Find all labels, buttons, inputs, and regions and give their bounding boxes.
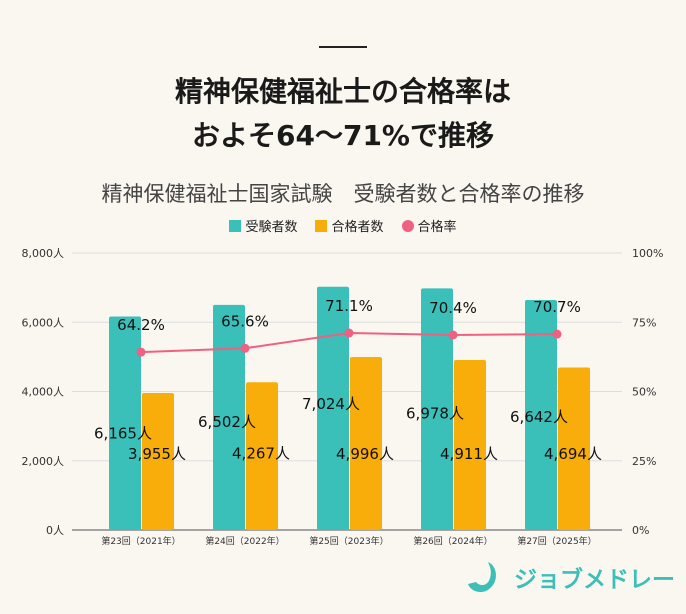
bar-applicants xyxy=(525,300,557,530)
point-pass-rate xyxy=(344,328,354,338)
data-label-passers: 4,694人 xyxy=(544,445,602,463)
legend-item-pass-rate: 合格率 xyxy=(401,216,457,235)
x-tick-label: 第25回（2023年） xyxy=(309,535,388,547)
x-tick-label: 第23回（2021年） xyxy=(101,535,180,547)
legend-item-applicants: 受験者数 xyxy=(229,216,297,235)
y-tick-label: 8,000人 xyxy=(22,247,65,260)
data-label-pass-rate: 64.2% xyxy=(117,316,165,334)
legend: 受験者数 合格者数 合格率 xyxy=(0,216,686,235)
data-label-passers: 3,955人 xyxy=(128,445,186,463)
data-label-applicants: 6,978人 xyxy=(406,404,464,422)
point-pass-rate xyxy=(136,347,146,357)
bar-passers xyxy=(246,382,278,530)
logo-icon xyxy=(468,562,496,593)
point-pass-rate xyxy=(240,343,250,353)
data-label-pass-rate: 71.1% xyxy=(325,297,373,315)
data-label-passers: 4,996人 xyxy=(336,445,394,463)
point-pass-rate xyxy=(448,330,458,340)
headline-line1: 精神保健福祉士の合格率は xyxy=(174,75,511,108)
data-label-applicants: 6,502人 xyxy=(198,413,256,431)
logo: ジョブメドレー xyxy=(466,560,675,594)
y-tick-label: 6,000人 xyxy=(22,316,65,329)
data-label-applicants: 6,165人 xyxy=(94,425,152,443)
bar-passers xyxy=(454,359,486,530)
data-label-applicants: 6,642人 xyxy=(510,408,568,426)
legend-item-passers: 合格者数 xyxy=(315,216,384,235)
data-label-passers: 4,267人 xyxy=(232,444,290,462)
bar-passers xyxy=(558,367,590,530)
y2-tick-label: 0% xyxy=(632,524,649,537)
bar-applicants xyxy=(421,288,453,530)
point-pass-rate xyxy=(552,329,562,339)
bar-passers xyxy=(350,357,382,530)
x-tick-label: 第26回（2024年） xyxy=(413,535,492,547)
bar-applicants xyxy=(317,286,349,530)
data-label-pass-rate: 70.4% xyxy=(429,299,477,317)
bar-applicants xyxy=(109,316,141,530)
data-label-pass-rate: 70.7% xyxy=(533,298,581,316)
y-tick-label: 2,000人 xyxy=(22,455,65,468)
headline-line2: およそ64～71%で推移 xyxy=(192,119,494,152)
chart-title: 精神保健福祉士国家試験 受験者数と合格率の推移 xyxy=(101,182,585,206)
divider xyxy=(319,46,367,48)
data-label-applicants: 7,024人 xyxy=(302,395,360,413)
bar-applicants xyxy=(213,304,245,530)
y2-tick-label: 75% xyxy=(632,316,656,329)
x-tick-label: 第27回（2025年） xyxy=(517,535,596,547)
y2-tick-label: 100% xyxy=(632,247,663,260)
y2-tick-label: 50% xyxy=(632,386,656,399)
logo-text: ジョブメドレー xyxy=(514,567,675,593)
y-tick-label: 4,000人 xyxy=(22,386,65,399)
bar-passers xyxy=(142,393,174,530)
data-label-passers: 4,911人 xyxy=(440,445,498,463)
y2-tick-label: 25% xyxy=(632,455,656,468)
x-tick-label: 第24回（2022年） xyxy=(205,535,284,547)
y-tick-label: 0人 xyxy=(46,524,64,537)
data-label-pass-rate: 65.6% xyxy=(221,312,269,330)
